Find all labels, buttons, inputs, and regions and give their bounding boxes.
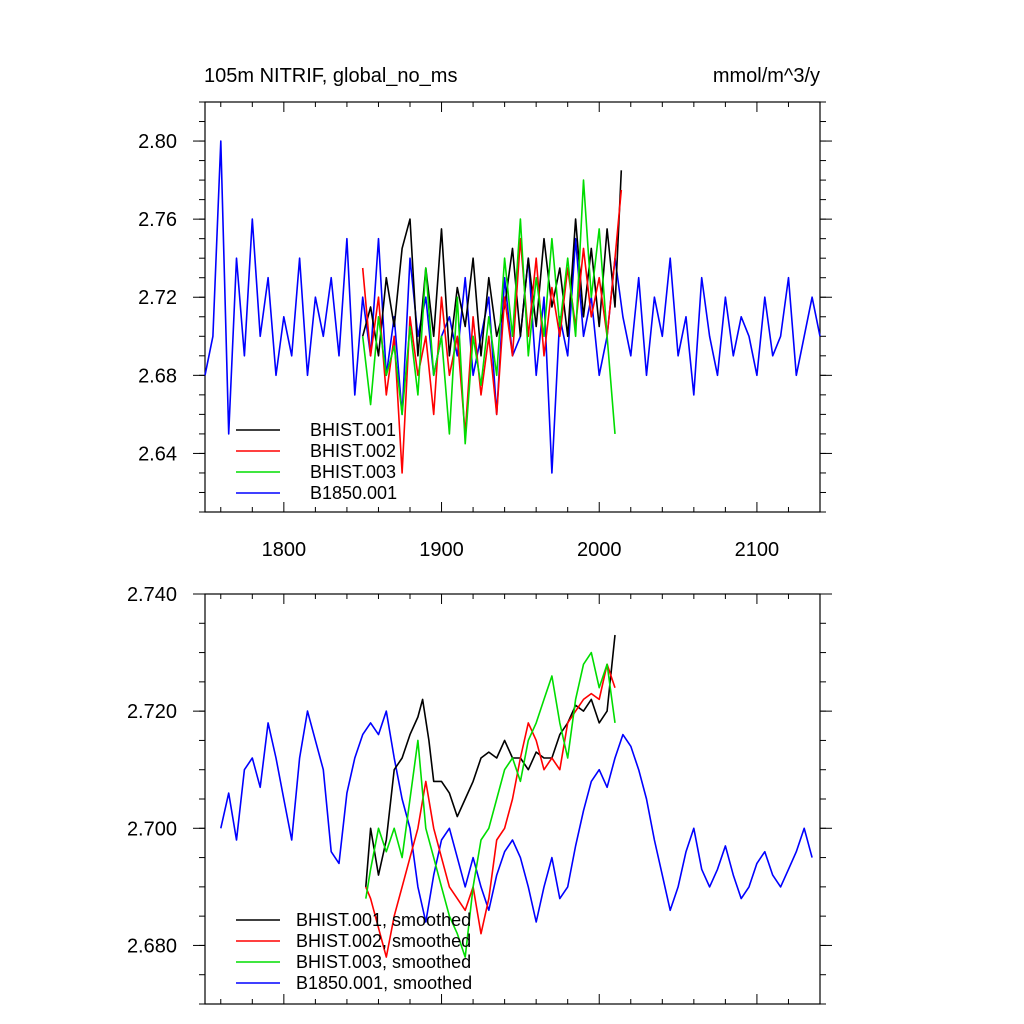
top-panel: 105m NITRIF, global_no_ms mmol/m^3/y 180… (138, 65, 832, 561)
y-tick-label: 2.720 (127, 701, 177, 723)
series-lines (220, 634, 813, 958)
y-tick-label: 2.68 (138, 365, 177, 387)
series-lines (204, 140, 821, 474)
tick-marks (193, 593, 832, 1005)
chart-title-left: 105m NITRIF, global_no_ms (204, 65, 457, 87)
y-tick-label: 2.740 (127, 584, 177, 606)
legend-label: BHIST.002, smoothed (296, 931, 471, 951)
x-tick-label: 1900 (419, 539, 464, 561)
y-tick-label: 2.64 (138, 443, 177, 465)
legend-label: BHIST.002 (310, 441, 396, 461)
series-line-2 (361, 179, 616, 445)
bottom-panel: 2.680 2.700 2.720 2.740 BHIST.001, smoothed… (127, 584, 832, 1005)
tick-marks (193, 101, 832, 513)
legend-label: BHIST.003 (310, 462, 396, 482)
y-tick-label: 2.80 (138, 131, 177, 153)
series-line-3 (204, 140, 821, 474)
series-line-0 (365, 634, 616, 887)
legend-label: BHIST.001 (310, 420, 396, 440)
y-tick-label: 2.700 (127, 818, 177, 840)
series-line-3 (220, 710, 813, 923)
x-tick-label: 2000 (577, 539, 622, 561)
chart-title-right: mmol/m^3/y (713, 65, 820, 87)
y-tick-label: 2.72 (138, 287, 177, 309)
y-tick-label: 2.76 (138, 209, 177, 231)
x-tick-label: 2100 (735, 539, 780, 561)
x-tick-label: 1800 (262, 539, 307, 561)
series-line-2 (365, 651, 616, 958)
y-tick-labels: 2.680 2.700 2.720 2.740 (127, 584, 177, 957)
y-tick-labels: 2.64 2.68 2.72 2.76 2.80 (138, 131, 177, 465)
x-tick-labels: 1800 1900 2000 2100 (262, 539, 780, 561)
y-tick-label: 2.680 (127, 935, 177, 957)
legend-label: BHIST.001, smoothed (296, 910, 471, 930)
plot-frame (204, 101, 821, 513)
legend-label: B1850.001 (310, 483, 397, 503)
series-line-1 (361, 189, 623, 474)
legend-label: B1850.001, smoothed (296, 973, 472, 993)
legend-label: BHIST.003, smoothed (296, 952, 471, 972)
